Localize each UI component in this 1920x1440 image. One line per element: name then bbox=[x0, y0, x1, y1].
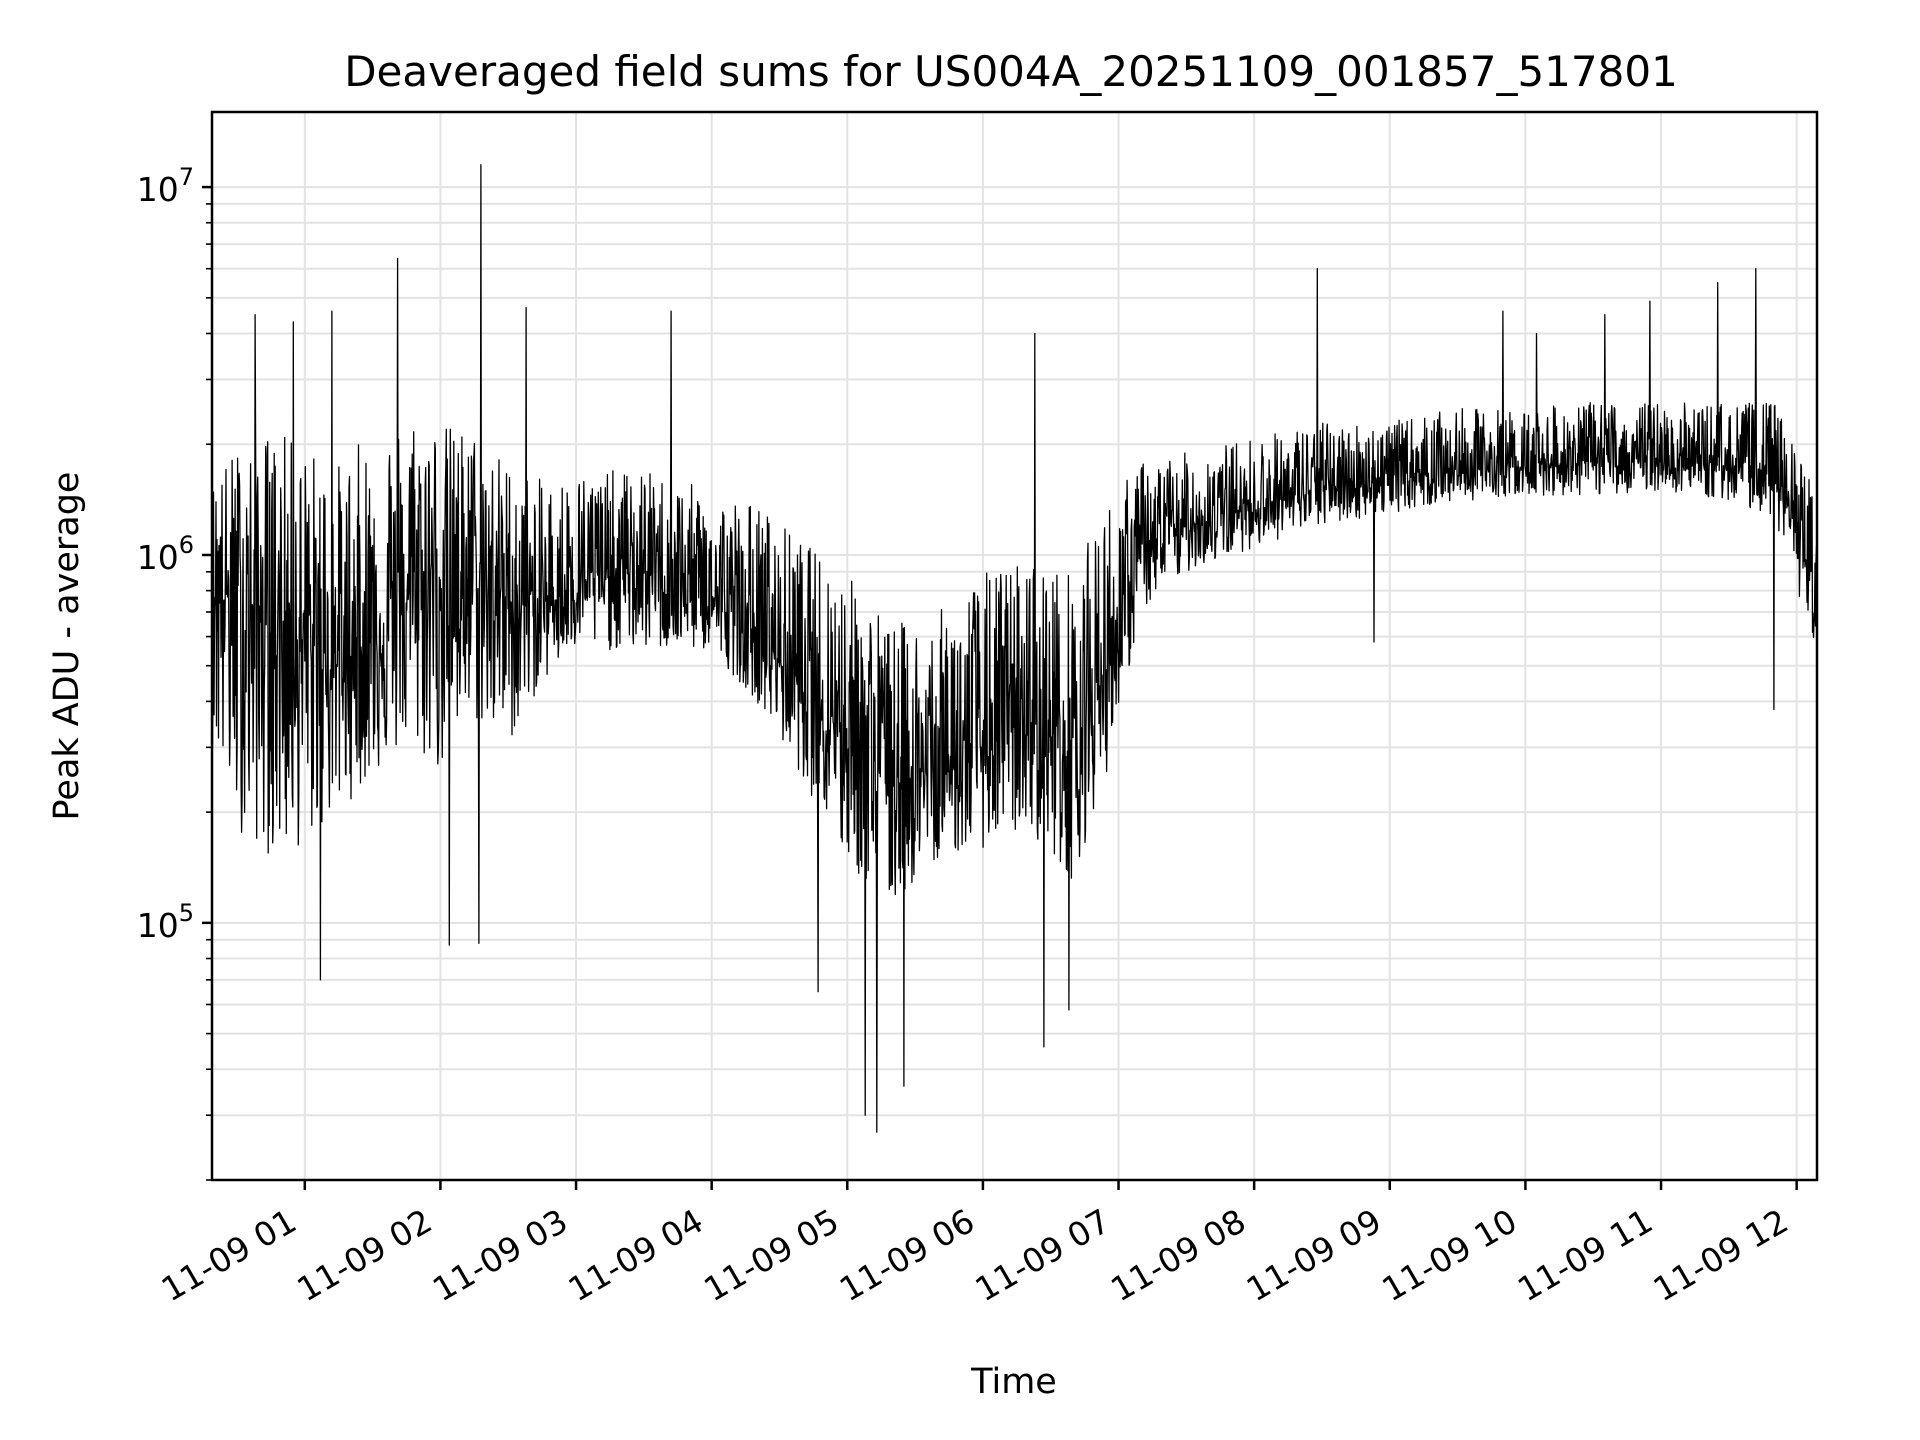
series-line bbox=[211, 164, 1818, 1133]
plot-area bbox=[211, 164, 1818, 1133]
chart-title: Deaveraged field sums for US004A_2025110… bbox=[344, 47, 1678, 96]
x-axis-label: Time bbox=[970, 1362, 1057, 1402]
y-axis: 105 106 107 bbox=[137, 163, 212, 1181]
y-tick-label: 106 bbox=[137, 531, 194, 577]
plot-frame bbox=[210, 110, 1819, 1182]
y-axis-label: Peak ADU - average bbox=[47, 472, 87, 821]
y-tick-label: 107 bbox=[137, 163, 194, 209]
y-tick-label: 105 bbox=[137, 899, 194, 945]
